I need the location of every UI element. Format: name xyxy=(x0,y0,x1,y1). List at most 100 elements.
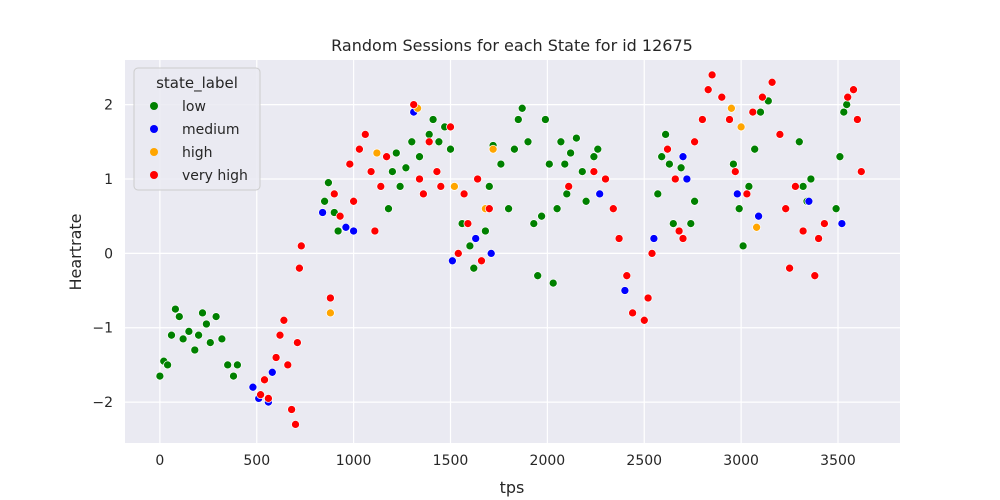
data-point xyxy=(174,312,184,321)
data-point xyxy=(730,167,740,176)
data-point xyxy=(510,144,519,154)
data-point xyxy=(198,308,207,318)
data-point xyxy=(670,174,680,184)
data-point xyxy=(649,234,659,243)
data-point xyxy=(727,103,736,113)
y-axis-ticks: −2 −1 0 1 2 xyxy=(92,98,113,411)
data-point xyxy=(552,204,562,214)
data-point xyxy=(360,130,370,139)
data-point xyxy=(256,390,265,400)
data-point xyxy=(388,167,397,176)
data-point xyxy=(775,130,785,139)
data-point xyxy=(562,189,572,199)
data-point xyxy=(296,241,306,251)
data-point xyxy=(806,174,816,184)
data-point xyxy=(424,130,434,139)
data-point xyxy=(318,208,327,217)
data-point xyxy=(849,85,858,95)
legend-label-low: low xyxy=(182,99,206,115)
data-point xyxy=(754,211,763,221)
data-point xyxy=(436,182,446,191)
data-point xyxy=(349,226,358,236)
data-point xyxy=(628,308,637,318)
data-point xyxy=(674,226,684,236)
data-point xyxy=(661,130,670,139)
data-point xyxy=(529,219,539,228)
x-tick-label: 500 xyxy=(243,453,270,469)
data-point xyxy=(837,219,847,228)
data-point xyxy=(384,204,393,214)
data-point xyxy=(217,334,227,344)
data-point xyxy=(481,226,490,236)
data-point xyxy=(653,189,663,199)
data-point xyxy=(742,189,752,199)
data-point xyxy=(738,241,748,251)
data-point xyxy=(729,159,738,169)
legend-marker-low xyxy=(150,102,158,110)
data-point xyxy=(190,345,200,355)
data-point xyxy=(639,315,649,325)
y-tick-label: 2 xyxy=(104,98,113,114)
data-point xyxy=(450,182,459,191)
data-point xyxy=(835,152,845,162)
data-point xyxy=(504,204,513,214)
data-point xyxy=(428,115,438,124)
data-point xyxy=(446,144,455,154)
data-point xyxy=(163,360,172,370)
data-point xyxy=(459,189,469,199)
data-point xyxy=(283,360,293,370)
data-point xyxy=(798,182,808,191)
data-point xyxy=(758,92,767,102)
data-point xyxy=(287,405,296,414)
data-point xyxy=(678,234,688,243)
data-point xyxy=(831,204,841,214)
data-point xyxy=(698,115,707,124)
data-point xyxy=(537,211,546,221)
data-point xyxy=(267,367,277,377)
data-point xyxy=(601,174,610,184)
data-point xyxy=(785,263,794,273)
data-point xyxy=(820,219,829,228)
data-point xyxy=(814,234,823,243)
data-point xyxy=(513,115,523,124)
data-point xyxy=(736,122,746,132)
data-point xyxy=(622,271,632,281)
data-point xyxy=(678,152,688,162)
legend-box xyxy=(133,67,261,191)
data-point xyxy=(229,371,238,381)
series-very-high xyxy=(256,70,866,429)
data-point xyxy=(211,312,221,321)
data-point xyxy=(324,178,333,188)
data-point xyxy=(486,249,496,258)
legend: state_label low medium high very high xyxy=(133,67,261,191)
data-point xyxy=(329,189,339,199)
data-point xyxy=(663,144,672,154)
data-point xyxy=(349,196,358,206)
data-point xyxy=(682,174,692,184)
legend-label-very-high: very high xyxy=(182,168,248,184)
data-point xyxy=(376,182,386,191)
data-point xyxy=(415,174,424,184)
data-point xyxy=(223,360,233,370)
data-point xyxy=(333,226,343,236)
data-point xyxy=(572,133,581,143)
data-point xyxy=(293,338,302,347)
data-point xyxy=(533,271,543,281)
legend-marker-medium xyxy=(150,125,158,133)
data-point xyxy=(291,420,300,429)
x-tick-label: 3000 xyxy=(723,453,759,469)
data-point xyxy=(581,196,591,206)
series-low xyxy=(155,96,852,381)
legend-marker-high xyxy=(150,148,158,156)
data-point xyxy=(453,249,463,258)
data-point xyxy=(794,137,804,147)
data-point xyxy=(717,92,727,102)
data-point xyxy=(202,319,211,329)
x-axis-label: tps xyxy=(500,478,525,497)
data-point xyxy=(752,222,761,232)
data-point xyxy=(732,189,742,199)
data-point xyxy=(595,189,605,199)
data-point xyxy=(477,256,486,266)
data-point xyxy=(345,159,355,169)
